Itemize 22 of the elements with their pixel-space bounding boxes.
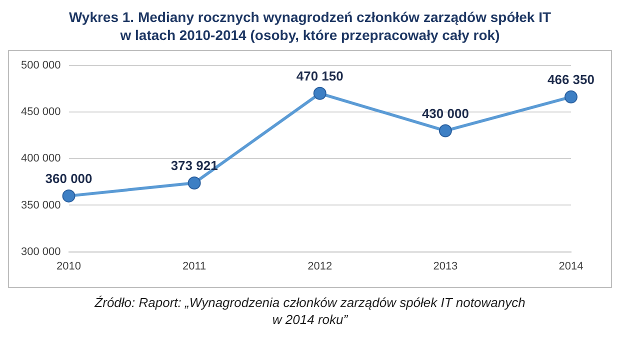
data-label: 470 150 — [296, 68, 344, 84]
point — [188, 176, 201, 190]
y-tick-label: 500 000 — [20, 60, 61, 72]
point — [62, 189, 76, 202]
y-tick-label: 300 000 — [20, 246, 61, 258]
x-tick-label: 2014 — [558, 260, 584, 272]
data-label: 373 921 — [170, 158, 218, 174]
point — [564, 90, 578, 104]
y-tick-label: 350 000 — [20, 199, 61, 212]
x-tick-label: 2010 — [56, 260, 82, 272]
data-label: 360 000 — [45, 171, 92, 186]
data-label: 430 000 — [422, 106, 469, 121]
chart-title: Wykres 1. Mediany rocznych wynagrodzeń członków zarządów spółek IT w latach 2010-2014 (osoby, które przepracowały cały rok) — [68, 8, 552, 44]
y-tick-label: 450 000 — [20, 106, 61, 118]
x-tick-label: 2013 — [433, 260, 458, 272]
x-tick-label: 2012 — [308, 260, 332, 272]
data-label: 466 350 — [548, 72, 594, 88]
point — [438, 124, 452, 138]
x-tick-label: 2011 — [182, 260, 206, 272]
point — [313, 86, 326, 100]
text: Źródło: Raport: „Wynagrodzenia członków zarządów spółek IT notowanych w 2014 roku” — [93, 294, 526, 328]
y-tick-label: 400 000 — [20, 152, 61, 165]
